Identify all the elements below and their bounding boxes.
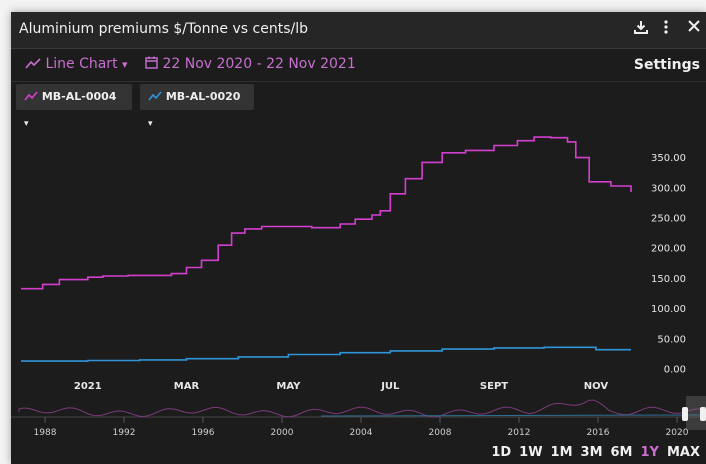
line-chart-icon [25,58,41,69]
chevron-down-icon: ▾ [24,119,29,129]
title-bar: Aluminium premiums $/Tonne vs cents/lb [11,12,706,49]
series-chip-label: MB-AL-0020 [165,90,241,103]
series-chip-label: MB-AL-0004 [41,90,117,103]
navigator-tick-label: 2016 [587,428,610,438]
navigator-tick-label: 2004 [350,428,373,438]
chart-title: Aluminium premiums $/Tonne vs cents/lb [19,21,308,37]
y-tick-label: 0.00 [664,365,686,376]
y-tick-label: 200.00 [651,244,686,255]
toolbar: Line Chart ▾ 22 Nov 2020 - 22 Nov 2021 S… [11,49,706,82]
range-button-6m[interactable]: 6M [610,445,633,460]
navigator-tick-label: 2012 [508,428,531,438]
range-button-3m[interactable]: 3M [580,445,603,460]
range-button-1d[interactable]: 1D [491,445,512,460]
range-button-1y[interactable]: 1Y [640,445,659,460]
navigator-tick-label: 2020 [666,428,689,438]
close-icon[interactable] [687,19,701,37]
x-tick-label: MAR [174,381,200,392]
y-tick-label: 150.00 [651,274,686,285]
range-button-max[interactable]: MAX [666,445,700,460]
navigator-selection[interactable] [686,396,706,430]
series-chip-mb-al-0020[interactable]: MB-AL-0020 ▾ [140,84,254,129]
y-tick-label: 100.00 [651,304,686,315]
navigator-tick-label: 2008 [429,428,452,438]
chart-area[interactable]: 0.00 50.00 100.00 150.00 200.00 250.00 300.00 3… [11,110,706,442]
navigator-tick-label: 1992 [113,428,136,438]
line-chart-icon [148,91,162,101]
navigator-handle-left[interactable] [682,407,688,421]
x-tick-label: JUL [380,381,400,392]
range-selector: 1D 1W 1M 3M 6M 1Y MAX [483,445,700,460]
date-range-picker[interactable]: 22 Nov 2020 - 22 Nov 2021 [145,56,356,72]
line-chart-icon [24,91,38,101]
y-tick-label: 50.00 [657,334,686,345]
navigator-handle-right[interactable] [700,407,706,421]
navigator-tick-label: 1988 [34,428,57,438]
chevron-down-icon: ▾ [122,58,128,71]
chart-panel: Aluminium premiums $/Tonne vs cents/lb L… [11,12,706,464]
chart-type-dropdown[interactable]: Line Chart ▾ [25,56,128,72]
download-icon[interactable] [633,19,649,39]
date-range-label: 22 Nov 2020 - 22 Nov 2021 [162,56,356,72]
y-tick-label: 250.00 [651,214,686,225]
settings-button[interactable]: Settings [633,57,700,73]
range-button-1w[interactable]: 1W [519,445,543,460]
y-tick-label: 300.00 [651,183,686,194]
chart-type-label: Line Chart [45,56,118,72]
series-line-mb-al-0020 [21,346,631,362]
x-tick-label: 2021 [74,381,102,392]
y-tick-label: 350.00 [651,153,686,164]
series-line-mb-al-0004 [21,136,632,290]
chevron-down-icon: ▾ [148,119,153,129]
range-button-1m[interactable]: 1M [550,445,573,460]
calendar-icon [145,56,158,69]
more-vertical-icon[interactable] [662,19,670,39]
navigator-tick-label: 1996 [192,428,215,438]
x-tick-label: SEPT [480,381,508,392]
series-chip-mb-al-0004[interactable]: MB-AL-0004 ▾ [16,84,132,129]
navigator-series-mb-al-0004 [18,399,705,418]
x-tick-label: MAY [276,381,301,392]
x-tick-label: NOV [584,381,609,392]
navigator-series-mb-al-0020 [320,414,706,417]
navigator-tick-label: 2000 [271,428,294,438]
